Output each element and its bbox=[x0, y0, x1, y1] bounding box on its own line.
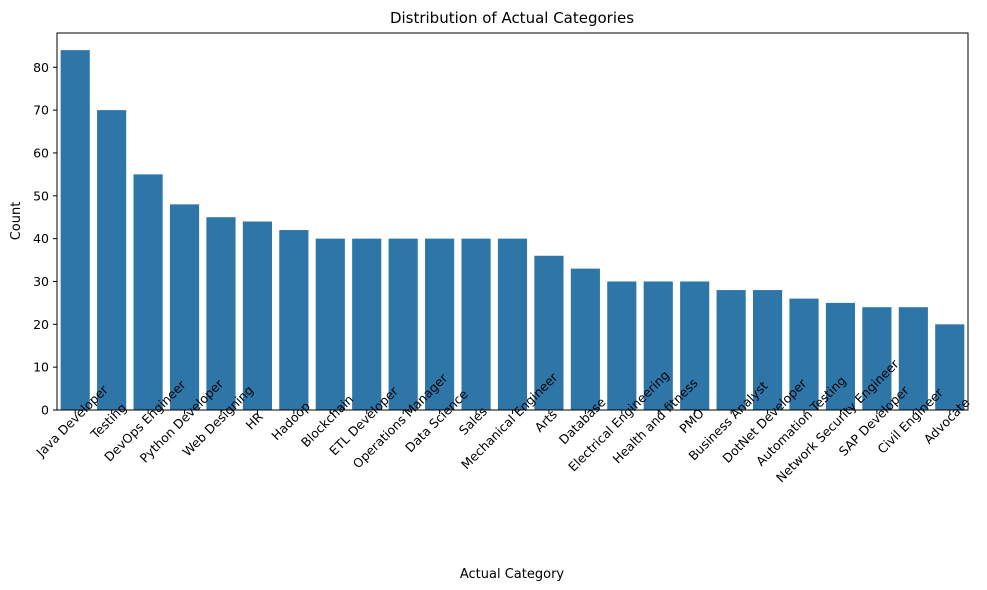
bar bbox=[643, 281, 673, 410]
bar bbox=[60, 50, 90, 410]
bar bbox=[680, 281, 710, 410]
bar bbox=[133, 174, 163, 411]
plot-frame bbox=[56, 32, 969, 411]
bar bbox=[898, 307, 928, 410]
bar bbox=[716, 290, 746, 410]
bar bbox=[169, 204, 200, 410]
y-tick-label: 30 bbox=[33, 274, 49, 289]
bar bbox=[607, 281, 637, 410]
bar bbox=[461, 238, 491, 410]
bar bbox=[789, 298, 819, 410]
y-tick-label: 40 bbox=[33, 231, 49, 246]
y-axis-title: Count bbox=[9, 202, 24, 241]
bar bbox=[97, 110, 127, 411]
bar bbox=[315, 238, 345, 410]
bar bbox=[753, 290, 783, 410]
bar bbox=[497, 238, 528, 410]
x-axis-title: Actual Category bbox=[460, 567, 565, 582]
bar bbox=[352, 238, 382, 410]
y-tick-label: 0 bbox=[41, 403, 49, 418]
x-tick-label: HR bbox=[243, 409, 267, 433]
bar bbox=[425, 238, 455, 410]
y-tick-label: 70 bbox=[33, 103, 49, 118]
bar bbox=[825, 302, 856, 410]
bar bbox=[935, 324, 965, 410]
bar bbox=[862, 307, 892, 410]
y-tick-label: 50 bbox=[33, 188, 49, 203]
y-tick-label: 80 bbox=[33, 60, 49, 75]
y-tick-label: 20 bbox=[33, 317, 49, 332]
y-tick-label: 60 bbox=[33, 145, 49, 160]
x-tick-label: Arts bbox=[532, 407, 560, 435]
bar bbox=[534, 255, 564, 410]
y-tick-label: 10 bbox=[33, 360, 49, 375]
bar bbox=[279, 230, 309, 410]
y-axis: 0 10 20 30 40 50 60 70 80 bbox=[33, 60, 57, 418]
bar bbox=[570, 268, 600, 411]
chart-title: Distribution of Actual Categories bbox=[390, 9, 634, 27]
bar bbox=[242, 221, 272, 410]
bar bbox=[388, 238, 418, 410]
bar bbox=[206, 217, 236, 410]
bars-group bbox=[60, 50, 965, 411]
